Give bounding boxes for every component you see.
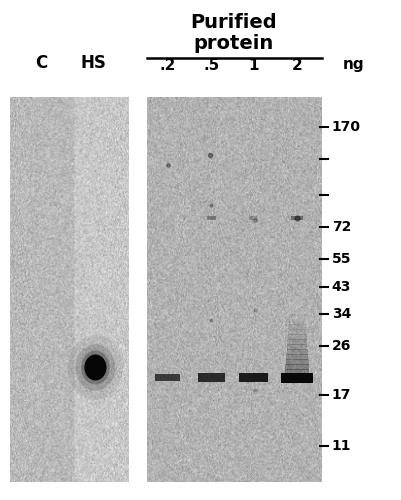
Text: HS: HS xyxy=(80,54,106,72)
Bar xyxy=(286,354,308,360)
Text: 170: 170 xyxy=(331,120,360,134)
Bar xyxy=(238,373,267,382)
Ellipse shape xyxy=(68,335,123,400)
Text: ng: ng xyxy=(342,58,364,72)
Bar xyxy=(249,216,257,220)
Bar xyxy=(286,344,306,350)
Ellipse shape xyxy=(84,354,106,380)
Bar xyxy=(285,359,308,365)
Bar xyxy=(281,372,312,382)
Bar xyxy=(197,374,225,382)
Bar xyxy=(289,314,304,320)
Ellipse shape xyxy=(75,344,115,391)
Bar xyxy=(155,374,180,381)
Text: 34: 34 xyxy=(331,308,350,322)
Bar xyxy=(288,319,304,325)
Text: 11: 11 xyxy=(331,438,350,452)
Bar xyxy=(291,216,302,220)
Text: .2: .2 xyxy=(159,58,176,72)
Bar xyxy=(207,216,215,220)
Bar xyxy=(287,339,306,345)
Text: 17: 17 xyxy=(331,388,350,402)
Bar xyxy=(287,334,306,340)
Text: 1: 1 xyxy=(247,58,258,72)
Text: 55: 55 xyxy=(331,252,350,266)
Text: 26: 26 xyxy=(331,338,350,352)
Bar xyxy=(288,329,305,335)
Text: .5: .5 xyxy=(203,58,219,72)
Bar xyxy=(284,369,309,375)
Text: Purified: Purified xyxy=(190,12,277,32)
Text: 2: 2 xyxy=(291,58,302,72)
Ellipse shape xyxy=(81,350,109,384)
Text: C: C xyxy=(34,54,47,72)
Text: protein: protein xyxy=(193,34,273,53)
Bar xyxy=(288,324,305,330)
Bar xyxy=(286,349,307,355)
Text: 43: 43 xyxy=(331,280,350,294)
Bar xyxy=(285,364,308,370)
Text: 72: 72 xyxy=(331,220,350,234)
